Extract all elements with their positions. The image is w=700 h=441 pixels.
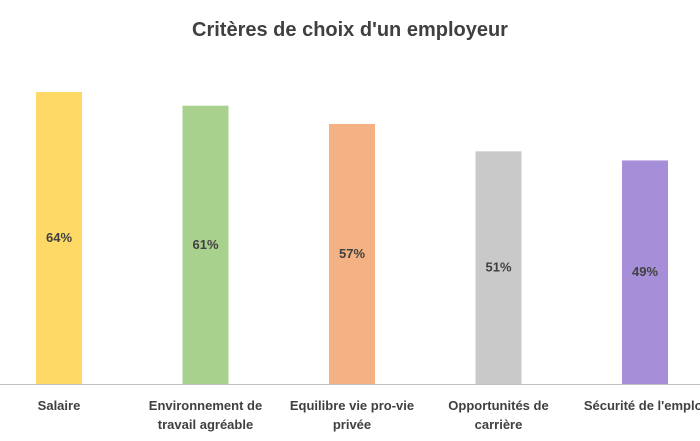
x-tick-label: Sécurité de l'emploi <box>584 398 700 413</box>
x-tick-label-line: Environnement de <box>149 398 262 413</box>
x-tick-label-line: Equilibre vie pro-vie <box>290 398 414 413</box>
x-tick-label: Equilibre vie pro-vie privée <box>290 398 414 432</box>
x-tick-labels: Salaire Environnement de travail agréableE… <box>38 398 700 432</box>
x-tick-label: Salaire <box>38 398 81 413</box>
x-tick-label-line: Sécurité de l'emploi <box>584 398 700 413</box>
x-tick-label-line: carrière <box>475 417 523 432</box>
data-label: 51% <box>485 260 511 275</box>
x-tick-label-line: Opportunités de <box>448 398 548 413</box>
bar <box>36 92 82 384</box>
data-label: 61% <box>192 237 218 252</box>
labels-layer: 64% 61% 57% 51% 49% <box>46 230 658 279</box>
data-label: 49% <box>632 264 658 279</box>
x-tick-label: Environnement de travail agréable <box>149 398 262 432</box>
x-tick-label-line: Salaire <box>38 398 81 413</box>
x-tick-label-line: privée <box>333 417 371 432</box>
bars-layer <box>36 92 668 384</box>
data-label: 57% <box>339 246 365 261</box>
bar <box>622 160 668 384</box>
data-label: 64% <box>46 230 72 245</box>
chart-title: Critères de choix d'un employeur <box>192 19 508 41</box>
bar <box>329 123 375 384</box>
bar <box>182 105 229 384</box>
bar <box>475 151 522 384</box>
x-tick-label-line: travail agréable <box>158 417 253 432</box>
x-tick-label: Opportunités de carrière <box>448 398 548 432</box>
